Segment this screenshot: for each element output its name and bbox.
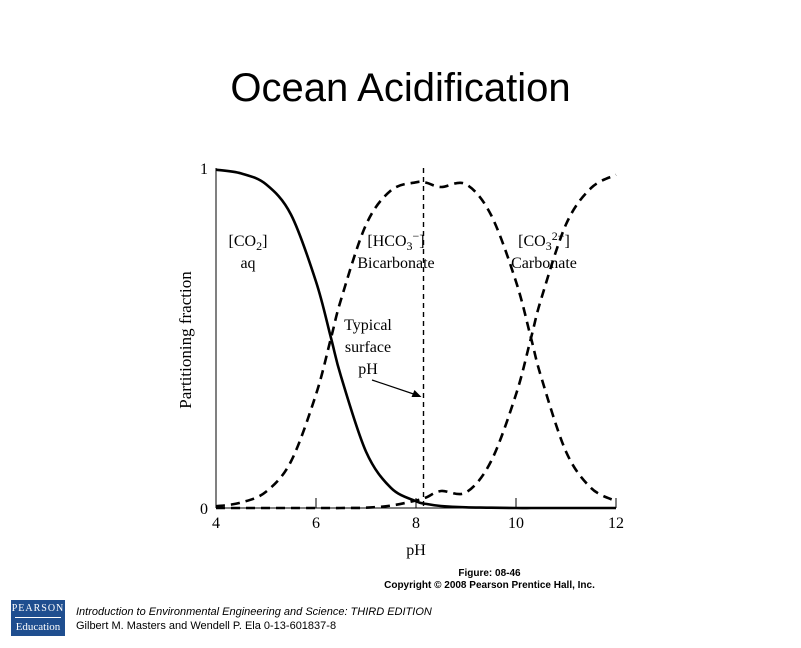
footer: Introduction to Environmental Engineerin… (76, 605, 432, 633)
typical-ph-arrow-head (411, 390, 422, 397)
footer-book-title: Introduction to Environmental Engineerin… (76, 606, 432, 618)
x-tick-label: 8 (412, 515, 420, 532)
plot-frame (215, 168, 616, 509)
annotation-typical-line: Typical (344, 317, 392, 334)
axis-ticks: 4 6 8 10 12 0 1 (200, 161, 624, 532)
logo-line1: PEARSON (11, 603, 65, 614)
chart-annotations: [CO2] aq [HCO3−] Bicarbonate [CO32−] Carbonat… (229, 229, 577, 397)
pearson-logo: PEARSON Education (11, 600, 65, 636)
y-tick-label: 0 (200, 501, 208, 518)
carbonate-series-line (216, 173, 617, 510)
annotation-hco3-formula: [HCO3−] (367, 229, 424, 253)
x-axis-label: pH (406, 542, 426, 559)
x-tick-label: 4 (212, 515, 220, 532)
annotation-co2-formula: [CO2] (229, 233, 268, 253)
annotation-co3-formula: [CO32−] (518, 229, 570, 253)
annotation-typical-line: pH (358, 361, 378, 378)
y-tick-label: 1 (200, 161, 208, 178)
x-tick-label: 6 (312, 515, 320, 532)
x-tick-label: 10 (508, 515, 524, 532)
footer-authors: Gilbert M. Masters and Wendell P. Ela 0-… (76, 620, 337, 632)
copyright-text: Copyright © 2008 Pearson Prentice Hall, … (384, 580, 595, 591)
typical-ph-arrow-shaft (371, 379, 420, 397)
slide-title: Ocean Acidification (230, 66, 571, 110)
annotation-co3-name: Carbonate (511, 255, 577, 272)
figure-number: Figure: 08-46 (458, 568, 521, 579)
annotation-hco3-name: Bicarbonate (357, 255, 434, 272)
co2-series-line (215, 168, 616, 510)
annotation-co2-name: aq (240, 255, 255, 272)
logo-line2: Education (15, 621, 61, 633)
y-axis-label: Partitioning fraction (176, 271, 195, 409)
figure-caption: Figure: 08-46 Copyright © 2008 Pearson P… (0, 568, 801, 592)
x-tick-label: 12 (608, 515, 624, 532)
series-lines (215, 168, 617, 510)
annotation-typical-line: surface (345, 339, 391, 356)
